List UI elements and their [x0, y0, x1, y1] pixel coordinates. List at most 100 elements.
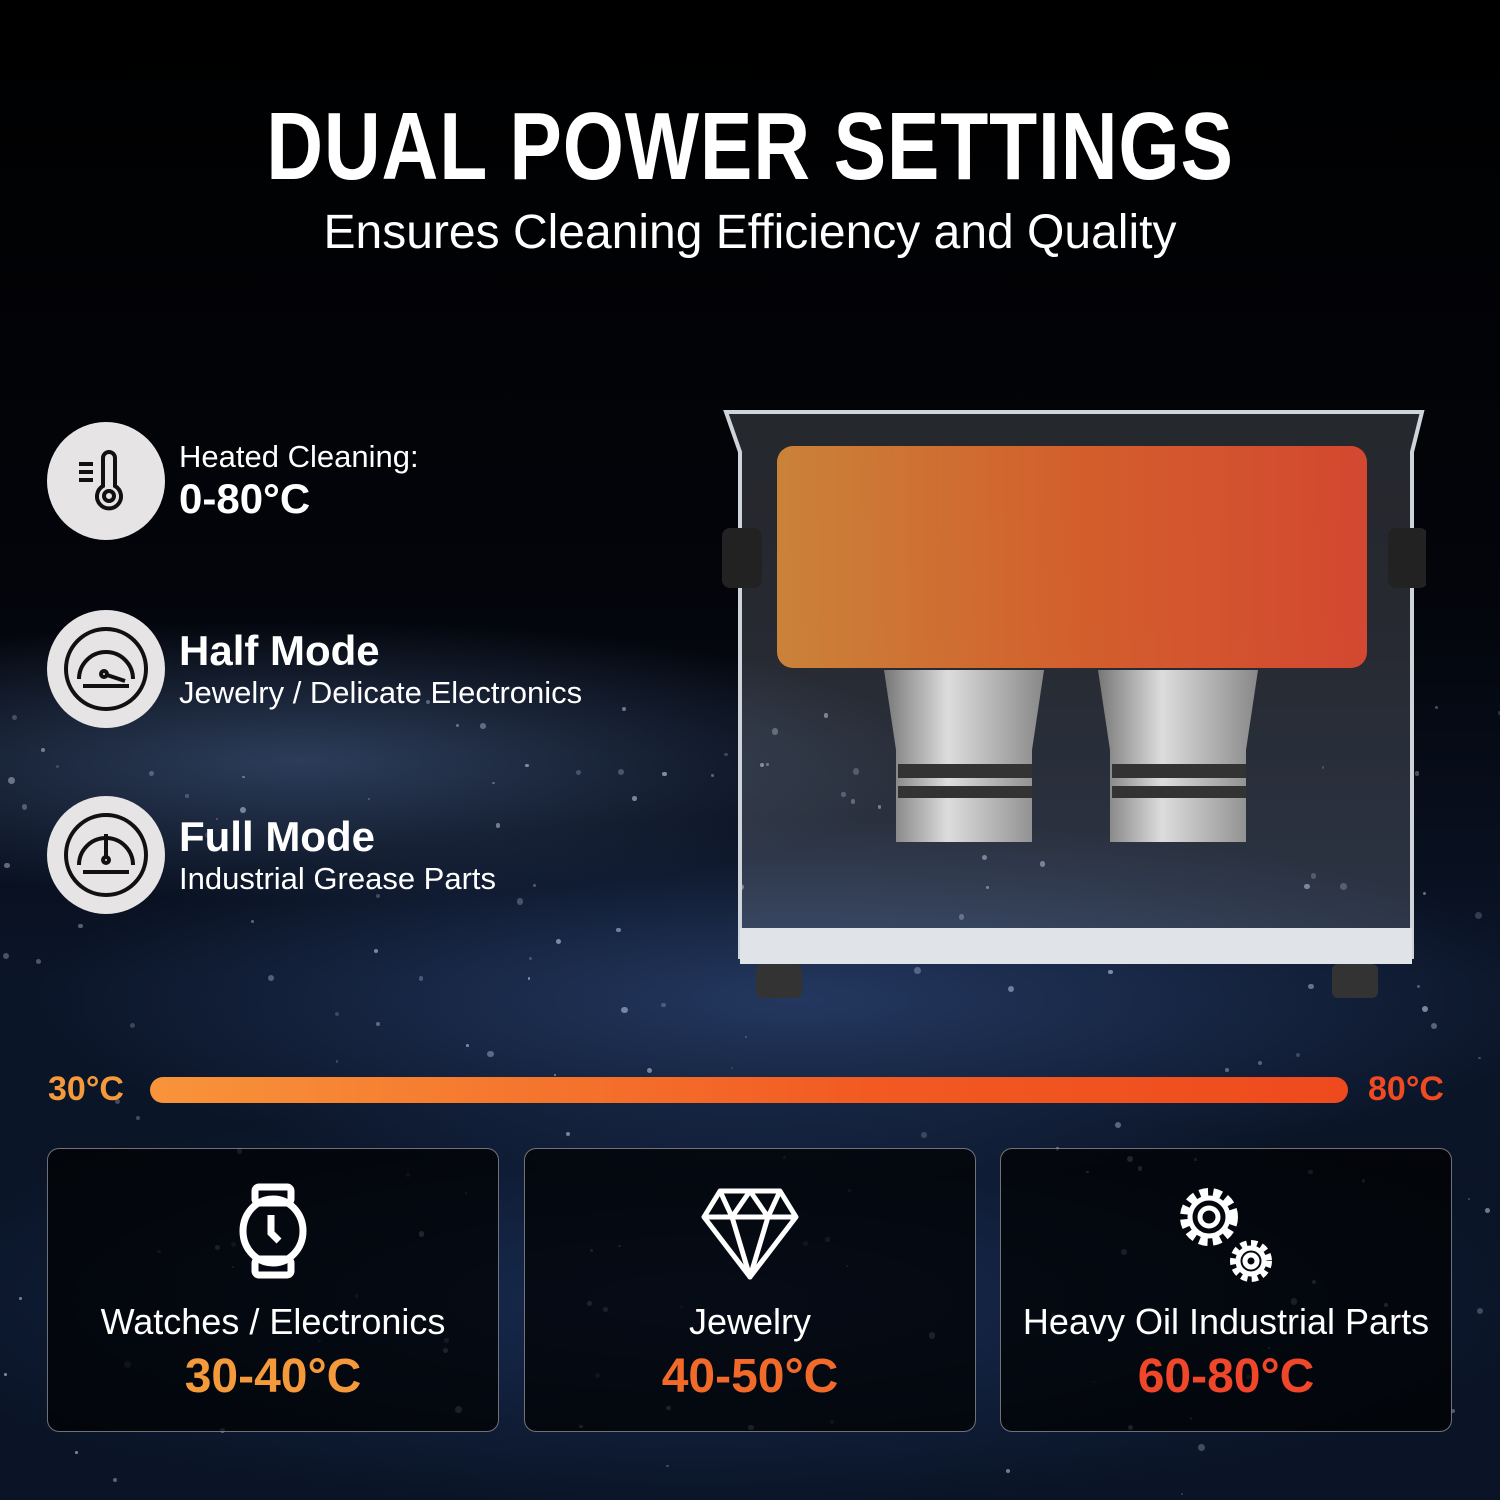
card-temperature-range: 60-80°C [1137, 1350, 1315, 1403]
diamond-icon [525, 1181, 975, 1291]
particle [4, 862, 10, 869]
card-temperature-range: 30-40°C [184, 1350, 362, 1403]
watch-icon [48, 1181, 498, 1291]
particle [528, 956, 533, 961]
particle [527, 977, 530, 980]
feature-label: Full Mode [179, 813, 375, 860]
card-jewelry: Jewelry 40-50°C [524, 1148, 976, 1432]
particle [1476, 1308, 1483, 1315]
particle [1304, 883, 1310, 890]
particle [986, 886, 990, 890]
particle [1450, 1408, 1455, 1414]
feature-full-mode: Full Mode Industrial Grease Parts [47, 796, 496, 914]
feature-heated-cleaning: Heated Cleaning: 0-80°C [47, 422, 419, 540]
feature-label: Heated Cleaning: [179, 439, 419, 474]
card-label: Watches / Electronics [100, 1301, 446, 1342]
particle [1321, 766, 1324, 769]
particle [841, 792, 846, 797]
particle [1475, 911, 1483, 919]
card-watches-electronics: Watches / Electronics 30-40°C [47, 1148, 499, 1432]
particle [576, 769, 582, 775]
particle [7, 776, 15, 784]
particle [41, 748, 45, 753]
particle [771, 728, 779, 735]
particle [1114, 1121, 1121, 1128]
particle [1181, 1493, 1184, 1496]
particle [374, 949, 379, 954]
page-subtitle: Ensures Cleaning Efficiency and Quality [323, 206, 1177, 259]
card-label: Heavy Oil Industrial Parts [1022, 1301, 1430, 1342]
card-temperature-range: 40-50°C [661, 1350, 839, 1403]
particle [242, 775, 245, 779]
particle [418, 976, 424, 981]
particle [1310, 873, 1317, 879]
particle [1225, 1068, 1229, 1072]
particle [465, 1044, 469, 1047]
particle [516, 898, 524, 905]
particle [1467, 1198, 1470, 1201]
particle [1421, 1005, 1429, 1013]
particle [618, 768, 625, 775]
particle [1423, 892, 1427, 896]
particle [135, 1115, 140, 1120]
particle [632, 796, 637, 801]
particle [1484, 1208, 1490, 1213]
particle [425, 700, 430, 704]
thermometer-icon [47, 422, 165, 540]
particle [368, 797, 371, 800]
particle [1430, 1022, 1438, 1030]
particle [11, 714, 17, 720]
feature-label: Half Mode [179, 627, 380, 674]
particle [1007, 985, 1015, 993]
particle [533, 884, 536, 887]
particle [647, 1068, 653, 1074]
gears-icon [1001, 1181, 1451, 1291]
half-gauge-icon [47, 610, 165, 728]
particle [149, 770, 155, 776]
temperature-max-label: 80°C [1368, 1070, 1444, 1108]
ultrasonic-cleaner-image [722, 410, 1426, 998]
particle [850, 799, 856, 804]
particle [553, 1073, 556, 1076]
particle [1478, 1056, 1482, 1060]
particle [495, 822, 501, 828]
particle [75, 1451, 78, 1455]
particle [730, 1066, 733, 1069]
particle [565, 1131, 570, 1137]
particle [334, 1012, 339, 1017]
particle [661, 771, 667, 777]
particle [1340, 883, 1347, 891]
particle [621, 1006, 628, 1014]
particle [78, 923, 83, 929]
temperature-min-label: 30°C [48, 1070, 124, 1108]
particle [958, 914, 965, 920]
particle [724, 753, 728, 757]
particle [479, 723, 486, 729]
particle [185, 794, 189, 798]
particle [251, 920, 254, 924]
particle [19, 1297, 22, 1300]
particle [21, 803, 28, 810]
particle [4, 1373, 8, 1377]
particle [759, 762, 764, 768]
feature-half-mode: Half Mode Jewelry / Delicate Electronics [47, 610, 582, 728]
particle [204, 831, 211, 838]
particle [878, 805, 882, 809]
particle [1308, 983, 1314, 990]
particle [616, 927, 622, 933]
feature-desc: Jewelry / Delicate Electronics [179, 675, 583, 710]
feature-desc: Industrial Grease Parts [179, 861, 497, 896]
particle [982, 855, 988, 861]
feature-value: 0-80°C [179, 475, 311, 522]
particle [765, 762, 770, 767]
particle [555, 939, 562, 945]
particle [744, 1035, 748, 1039]
particle [240, 806, 246, 813]
particle [1497, 711, 1500, 715]
particle [56, 765, 59, 769]
particle [1414, 771, 1420, 777]
particle [36, 958, 41, 964]
particle [1039, 861, 1046, 868]
particle [487, 1050, 495, 1058]
particle [335, 1060, 339, 1063]
